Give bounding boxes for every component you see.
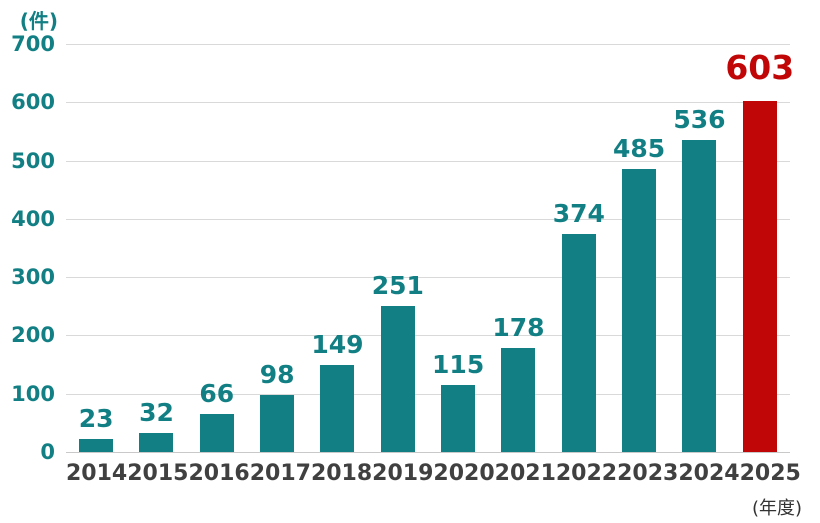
bar-column-2022: 374 [549,44,609,452]
bar-column-2014: 23 [66,44,126,452]
plot-area: 23 32 66 98 149 251 115 178 374 485 536 603 [66,44,794,453]
value-label-2022: 374 [552,199,605,229]
y-tick-600: 600 [11,90,55,115]
x-tick-2019: 2019 [372,461,434,486]
x-tick-2022: 2022 [555,461,618,486]
value-label-2017: 98 [259,359,295,389]
gridline-600 [66,102,790,104]
x-axis: 2014 2015 2016 2017 2018 2019 2020 2021 2022 2023… [66,461,801,487]
y-tick-500: 500 [11,148,55,173]
y-tick-100: 100 [11,381,55,406]
gridline-700 [66,44,790,45]
value-label-2025: 603 [725,47,795,87]
bar-2025 [742,100,777,452]
bar-column-2017: 98 [247,44,307,452]
y-tick-700: 700 [11,32,55,56]
value-label-2015: 32 [139,398,174,428]
gridline-300 [66,277,790,279]
x-tick-2017: 2017 [249,461,311,486]
bar-2018 [320,365,355,452]
bar-2014 [79,438,114,452]
bar-column-2020: 115 [428,44,488,452]
gridline-500 [66,160,790,162]
x-tick-2024: 2024 [678,461,740,486]
bar-2023 [622,169,657,452]
y-axis-unit-label: (件) [19,9,58,33]
value-label-2021: 178 [492,313,545,343]
gridline-400 [66,218,790,220]
bar-2016 [199,413,234,452]
bar-column-2024: 536 [669,44,729,452]
bar-column-2025: 603 [725,44,794,452]
bar-2020 [441,384,476,452]
bars-container: 23 32 66 98 149 251 115 178 374 485 536 603 [66,44,794,452]
value-label-2016: 66 [199,378,235,408]
value-label-2023: 485 [613,134,666,164]
bar-column-2023: 485 [609,44,669,452]
x-tick-2014: 2014 [66,461,128,486]
x-tick-2015: 2015 [127,461,189,486]
x-tick-2018: 2018 [310,461,373,486]
y-tick-0: 0 [40,440,55,464]
y-tick-300: 300 [11,265,55,290]
value-label-2019: 251 [371,270,424,300]
bar-2024 [682,139,717,452]
bar-2022 [561,234,596,452]
bar-2021 [501,348,536,452]
bar-2015 [139,433,174,452]
y-tick-200: 200 [11,323,55,348]
bar-column-2021: 178 [488,44,548,452]
y-axis: 0 100 200 300 400 500 600 700 [0,0,58,523]
gridline-100 [66,393,790,395]
y-tick-400: 400 [11,206,55,231]
x-axis-unit-label: (年度) [751,498,802,519]
value-label-2014: 23 [78,403,114,433]
x-tick-2023: 2023 [617,461,679,486]
bar-2017 [260,394,295,452]
bar-2019 [380,305,415,452]
bar-column-2019: 251 [368,44,428,452]
x-tick-2021: 2021 [494,461,556,486]
value-label-2018: 149 [311,330,364,360]
value-label-2020: 115 [432,349,485,379]
bar-column-2018: 149 [307,44,367,452]
x-tick-2016: 2016 [188,461,250,486]
x-tick-2025: 2025 [739,461,801,486]
gridline-0 [66,452,790,453]
bar-column-2016: 66 [187,44,247,452]
gridline-200 [66,335,790,337]
x-tick-2020: 2020 [433,461,495,486]
value-label-2024: 536 [673,104,726,134]
bar-column-2015: 32 [126,44,186,452]
